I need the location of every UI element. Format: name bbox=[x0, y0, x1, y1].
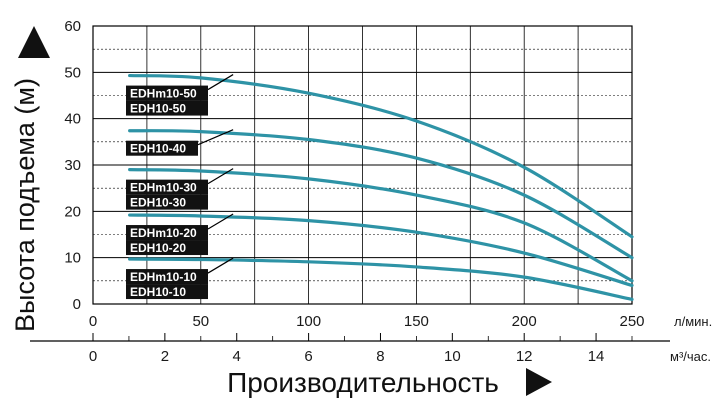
series-label-bg bbox=[126, 85, 208, 101]
y-axis-title: Высота подъема (м) bbox=[10, 78, 40, 332]
series-label: EDHm10-20 bbox=[130, 226, 197, 240]
x-tick-label: 100 bbox=[296, 313, 321, 330]
x-axis-arrow-icon bbox=[526, 368, 552, 396]
x-tick-label: 200 bbox=[512, 313, 537, 330]
series-label: EDHm10-10 bbox=[130, 270, 197, 284]
performance-curve-edh10-50 bbox=[128, 73, 634, 239]
leader-line bbox=[207, 257, 234, 274]
y-tick-label: 0 bbox=[73, 296, 81, 313]
y-tick-label: 10 bbox=[64, 250, 81, 267]
series-label: EDH10-50 bbox=[130, 102, 186, 116]
x2-tick-label: 2 bbox=[161, 348, 169, 365]
performance-curve-edh10-20 bbox=[128, 213, 634, 288]
performance-curve-edh10-10 bbox=[128, 257, 634, 301]
y-axis-arrow-icon bbox=[18, 26, 50, 58]
series-label: EDHm10-30 bbox=[130, 181, 197, 195]
performance-curve-edh10-40 bbox=[128, 129, 634, 260]
x-tick-label: 0 bbox=[89, 313, 97, 330]
performance-curves bbox=[128, 73, 634, 301]
x-tick-label: 150 bbox=[404, 313, 429, 330]
series-label: EDH10-40 bbox=[130, 142, 186, 156]
x2-tick-label: 4 bbox=[233, 348, 241, 365]
performance-curve-edh10-30 bbox=[128, 168, 634, 283]
y-tick-label: 40 bbox=[64, 111, 81, 128]
y-tick-label: 60 bbox=[64, 18, 81, 35]
leader-line bbox=[207, 213, 234, 230]
series-labels: EDHm10-50EDH10-50EDH10-40EDHm10-30EDH10-… bbox=[126, 74, 234, 300]
leader-line bbox=[207, 74, 234, 91]
series-label-bg bbox=[126, 240, 208, 256]
series-label: EDH10-10 bbox=[130, 285, 186, 299]
x2-tick-label: 12 bbox=[516, 348, 533, 365]
x2-tick-label: 14 bbox=[588, 348, 605, 365]
y-tick-label: 20 bbox=[64, 203, 81, 220]
series-label-bg bbox=[126, 179, 208, 195]
x-tick-label: 250 bbox=[619, 313, 644, 330]
series-label-bg bbox=[126, 225, 208, 241]
leader-line bbox=[207, 168, 234, 185]
x2-tick-label: 8 bbox=[376, 348, 384, 365]
x2-tick-label: 10 bbox=[444, 348, 461, 365]
series-label: EDHm10-50 bbox=[130, 87, 197, 101]
leader-line bbox=[197, 129, 234, 146]
series-label: EDH10-30 bbox=[130, 196, 186, 210]
series-label: EDH10-20 bbox=[130, 241, 186, 255]
y-tick-label: 50 bbox=[64, 64, 81, 81]
x-axis-title: Производительность bbox=[227, 367, 499, 398]
series-label-bg bbox=[126, 269, 208, 285]
series-label-bg bbox=[126, 100, 208, 116]
series-label-bg bbox=[126, 140, 198, 156]
x2-tick-label: 0 bbox=[89, 348, 97, 365]
x-tick-label: 50 bbox=[192, 313, 209, 330]
series-label-bg bbox=[126, 284, 208, 300]
series-label-bg bbox=[126, 194, 208, 210]
axes: 0 10 20 30 40 50 60 0 50 100 150 200 250 л/мин. 0 2 4 6 8 1… bbox=[30, 18, 712, 365]
grid bbox=[92, 25, 633, 305]
y-tick-label: 30 bbox=[64, 157, 81, 174]
x-unit-primary: л/мин. bbox=[674, 314, 712, 329]
x-unit-secondary: м³/час. bbox=[670, 349, 711, 364]
x2-tick-label: 6 bbox=[304, 348, 312, 365]
